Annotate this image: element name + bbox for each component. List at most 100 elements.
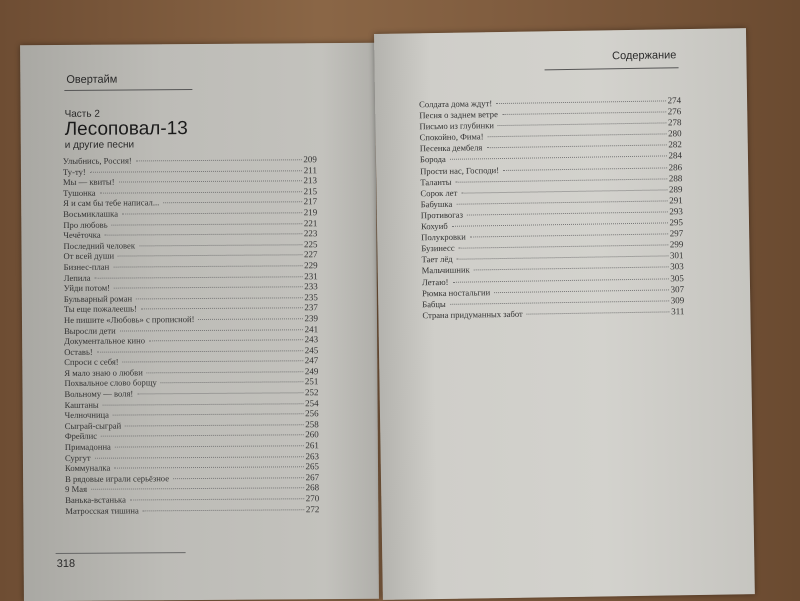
toc-entry-page: 291 [669,195,683,206]
dot-leader [486,144,667,149]
toc-entry-page: 221 [303,217,318,228]
toc-entry-page: 213 [303,175,318,186]
toc-entry-page: 243 [304,334,319,345]
running-head-right: Содержание [611,49,677,63]
dot-leader [122,212,302,215]
toc-entry-page: 297 [669,228,684,239]
toc-entry-title: Страна придуманных забот [422,308,523,321]
dot-leader [112,413,304,416]
toc-entry-page: 237 [304,302,318,313]
dot-leader [496,100,666,105]
toc-entry-page: 235 [304,291,318,302]
toc-entry-title: Мальчишник [421,264,470,276]
toc-entry-page: 211 [303,164,317,175]
toc-entry-title: Письмо из глубинки [419,120,495,132]
dot-leader [146,371,303,374]
toc-entry-page: 209 [303,154,317,165]
toc-entry-page: 268 [305,482,320,493]
toc-entry-title: Матросская тишина [65,505,139,516]
dot-leader [118,254,303,257]
header-rule [64,89,193,91]
toc-entry-page: 274 [667,95,682,106]
toc-entry: Матросская тишина 272 [65,504,319,516]
toc-entry-title: Восьмиклашка [63,208,119,219]
dot-leader [96,349,303,353]
toc-entry-title: Борода [419,154,446,165]
dot-leader [487,133,667,138]
dot-leader [452,277,669,283]
dot-leader [94,455,304,459]
toc-entry-title: Бульварный роман [63,293,133,304]
dot-leader [99,191,302,194]
dot-leader [526,311,670,315]
toc-entry-title: Коммуналка [64,462,111,474]
part-heading: Часть 2 Лесоповал-13 и другие песни [65,108,188,151]
toc-entry-title: Противогаз [420,209,464,221]
toc-entry-title: Ты еще пожалеешь! [63,303,137,315]
dot-leader [118,180,302,183]
header-rule-right [544,67,679,71]
toc-list-right: Солдата дома ждут! 274 Песня о заднем ветр… [419,95,684,321]
toc-entry-title: Бабушка [420,198,453,210]
toc-entry-page: 272 [305,503,320,514]
right-page: Содержание Солдата дома ждут! 274 Песня о … [374,28,755,600]
dot-leader [456,200,668,205]
dot-leader [113,265,303,268]
toc-entry-title: Прости нас, Господи! [420,164,500,176]
toc-entry-page: 295 [669,217,684,228]
toc-entry-title: Челночница [64,409,109,421]
dot-leader [136,297,303,300]
dot-leader [89,169,302,173]
toc-entry-title: Сорок лет [420,187,458,199]
toc-entry-page: 280 [668,128,682,139]
toc-entry-page: 267 [305,471,320,483]
toc-entry-title: В рядовые играли серьёзное [65,473,170,484]
toc-entry-page: 263 [305,450,319,461]
toc-entry-page: 225 [303,238,318,250]
toc-entry-title: Спокойно, Фима! [419,131,484,143]
dot-leader [139,244,302,247]
toc-entry-page: 249 [304,366,319,377]
toc-entry-title: Рюмка ностальгии [421,286,491,298]
toc-entry-title: Я мало знаю о любви [64,367,143,378]
toc-entry-title: Улыбнись, Россия! [62,155,132,166]
toc-entry-title: Спроси с себя! [64,356,119,368]
dot-leader [449,300,669,305]
toc-entry-page: 299 [669,239,684,250]
dot-leader [94,275,303,279]
dot-leader [455,178,667,183]
toc-entry-page: 256 [305,408,319,419]
toc-entry-page: 247 [304,355,319,366]
toc-entry-page: 258 [305,419,319,430]
toc-entry-page: 215 [303,185,318,197]
footer-rule [55,552,186,555]
dot-leader [135,159,302,162]
toc-entry-title: Таланты [420,176,452,187]
toc-entry-page: 261 [305,440,319,451]
toc-entry-title: Сургут [64,452,91,463]
dot-leader [473,266,669,271]
toc-entry-page: 270 [305,493,320,504]
toc-entry-page: 293 [669,206,683,217]
toc-entry-title: Солдата дома ждут! [419,98,493,110]
toc-entry-page: 241 [304,323,319,334]
dot-leader [469,233,668,238]
toc-entry-page: 282 [668,139,682,150]
toc-entry-page: 239 [304,313,319,324]
toc-entry-title: Про любовь [63,219,108,230]
toc-entry-title: Выросли дети [64,325,116,336]
toc-entry-page: 286 [668,161,683,172]
toc-entry-title: Похвальное слово борщу [64,377,157,389]
dot-leader [458,244,668,249]
dot-leader [100,434,304,438]
toc-entry-title: Бабцы [422,298,446,309]
toc-entry-page: 289 [668,183,683,195]
part-title: Лесоповал-13 [64,118,188,140]
toc-entry-page: 276 [667,106,682,117]
toc-entry-title: Песенка дембеля [419,142,483,154]
toc-entry-title: Фрейлис [64,431,98,442]
toc-entry-page: 229 [304,260,318,271]
dot-leader [494,288,669,293]
dot-leader [137,392,304,395]
toc-entry-page: 260 [305,429,319,440]
